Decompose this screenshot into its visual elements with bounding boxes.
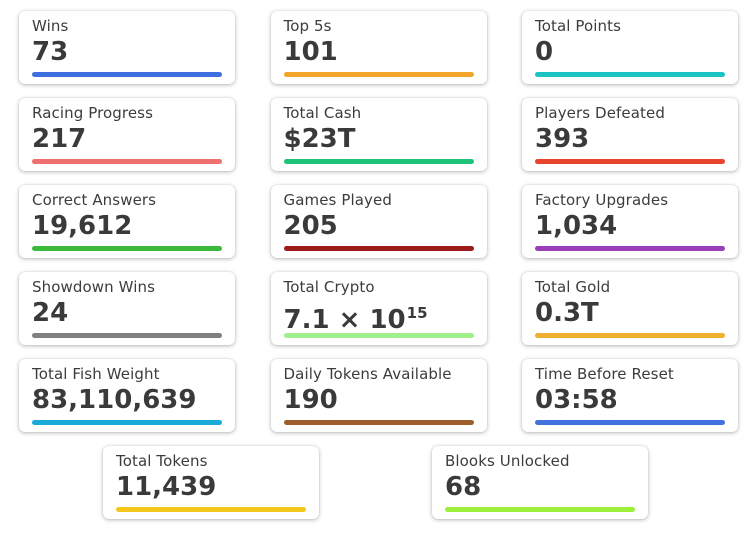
stat-card-total-fish-weight: Total Fish Weight 83,110,639 (19, 359, 235, 432)
stat-card-total-points: Total Points 0 (522, 11, 738, 84)
stat-color-bar (116, 507, 306, 512)
stat-color-bar (283, 72, 474, 77)
stats-row-4: Showdown Wins 24 Total Crypto 7.1 × 1015… (19, 272, 738, 345)
stats-row-3: Correct Answers 19,612 Games Played 205 … (19, 185, 738, 258)
stat-card-total-gold: Total Gold 0.3T (522, 272, 738, 345)
stat-color-bar (535, 246, 725, 251)
stat-card-top-5s: Top 5s 101 (270, 11, 487, 84)
stats-row-6: Total Tokens 11,439 Blooks Unlocked 68 (19, 446, 738, 519)
stat-label: Factory Upgrades (535, 191, 669, 209)
stat-card-racing-progress: Racing Progress 217 (19, 98, 235, 171)
stat-value: 24 (32, 298, 69, 328)
stat-color-bar (32, 420, 222, 425)
stat-value: 190 (283, 385, 338, 415)
stat-value: 03:58 (535, 385, 618, 415)
stat-label: Total Cash (283, 104, 362, 122)
stat-card-games-played: Games Played 205 (270, 185, 487, 258)
stat-value: 101 (283, 37, 338, 67)
stat-card-wins: Wins 73 (19, 11, 235, 84)
stat-label: Players Defeated (535, 104, 665, 122)
stat-value: 7.1 × 1015 (284, 298, 474, 335)
stat-value: 0 (535, 37, 554, 67)
stat-value-base: 7.1 × 10 (283, 305, 406, 335)
stat-value: 217 (32, 124, 87, 154)
stat-color-bar (32, 246, 222, 251)
stat-color-bar (32, 159, 222, 164)
stat-value: 205 (283, 211, 338, 241)
stat-card-total-crypto: Total Crypto 7.1 × 1015 (270, 272, 487, 345)
stat-label: Total Points (535, 17, 622, 35)
stat-card-players-defeated: Players Defeated 393 (522, 98, 738, 171)
stats-grid: Wins 73 Top 5s 101 Total Points 0 Racing… (19, 11, 738, 533)
stat-card-total-cash: Total Cash $23T (270, 98, 487, 171)
stat-label: Racing Progress (32, 104, 154, 122)
stat-card-correct-answers: Correct Answers 19,612 (19, 185, 235, 258)
stat-card-blooks-unlocked: Blooks Unlocked 68 (432, 446, 648, 519)
stat-label: Total Crypto (283, 278, 375, 296)
stat-label: Time Before Reset (535, 365, 674, 383)
stat-label: Total Fish Weight (32, 365, 160, 383)
stat-card-time-before-reset: Time Before Reset 03:58 (522, 359, 738, 432)
stat-value: 68 (445, 472, 482, 502)
stat-card-factory-upgrades: Factory Upgrades 1,034 (522, 185, 738, 258)
stat-value: 11,439 (116, 472, 217, 502)
stat-color-bar (535, 420, 725, 425)
stat-color-bar (535, 72, 725, 77)
stat-value: 0.3T (535, 298, 599, 328)
stat-label: Wins (32, 17, 69, 35)
stat-label: Showdown Wins (32, 278, 156, 296)
stat-card-daily-tokens-available: Daily Tokens Available 190 (270, 359, 487, 432)
stat-label: Total Tokens (116, 452, 208, 470)
stat-color-bar (283, 420, 474, 425)
stat-value: 1,034 (535, 211, 618, 241)
stat-value: 73 (32, 37, 69, 67)
stat-label: Games Played (283, 191, 392, 209)
stat-label: Daily Tokens Available (283, 365, 452, 383)
stat-color-bar (445, 507, 635, 512)
stat-label: Total Gold (535, 278, 611, 296)
stat-color-bar (32, 333, 222, 338)
stat-value-exponent: 15 (406, 304, 428, 322)
stats-row-5: Total Fish Weight 83,110,639 Daily Token… (19, 359, 738, 432)
stat-value: 393 (535, 124, 590, 154)
stat-color-bar (283, 333, 474, 338)
stat-value: 19,612 (32, 211, 133, 241)
stats-row-1: Wins 73 Top 5s 101 Total Points 0 (19, 11, 738, 84)
stat-color-bar (283, 246, 474, 251)
stat-color-bar (283, 159, 474, 164)
stat-value: $23T (283, 124, 356, 154)
stat-card-showdown-wins: Showdown Wins 24 (19, 272, 235, 345)
stat-color-bar (535, 159, 725, 164)
stat-label: Correct Answers (32, 191, 157, 209)
stat-label: Top 5s (283, 17, 332, 35)
stats-row-2: Racing Progress 217 Total Cash $23T Play… (19, 98, 738, 171)
stat-color-bar (32, 72, 222, 77)
stat-color-bar (535, 333, 725, 338)
stat-value: 83,110,639 (32, 385, 197, 415)
stat-label: Blooks Unlocked (445, 452, 570, 470)
stat-card-total-tokens: Total Tokens 11,439 (103, 446, 319, 519)
